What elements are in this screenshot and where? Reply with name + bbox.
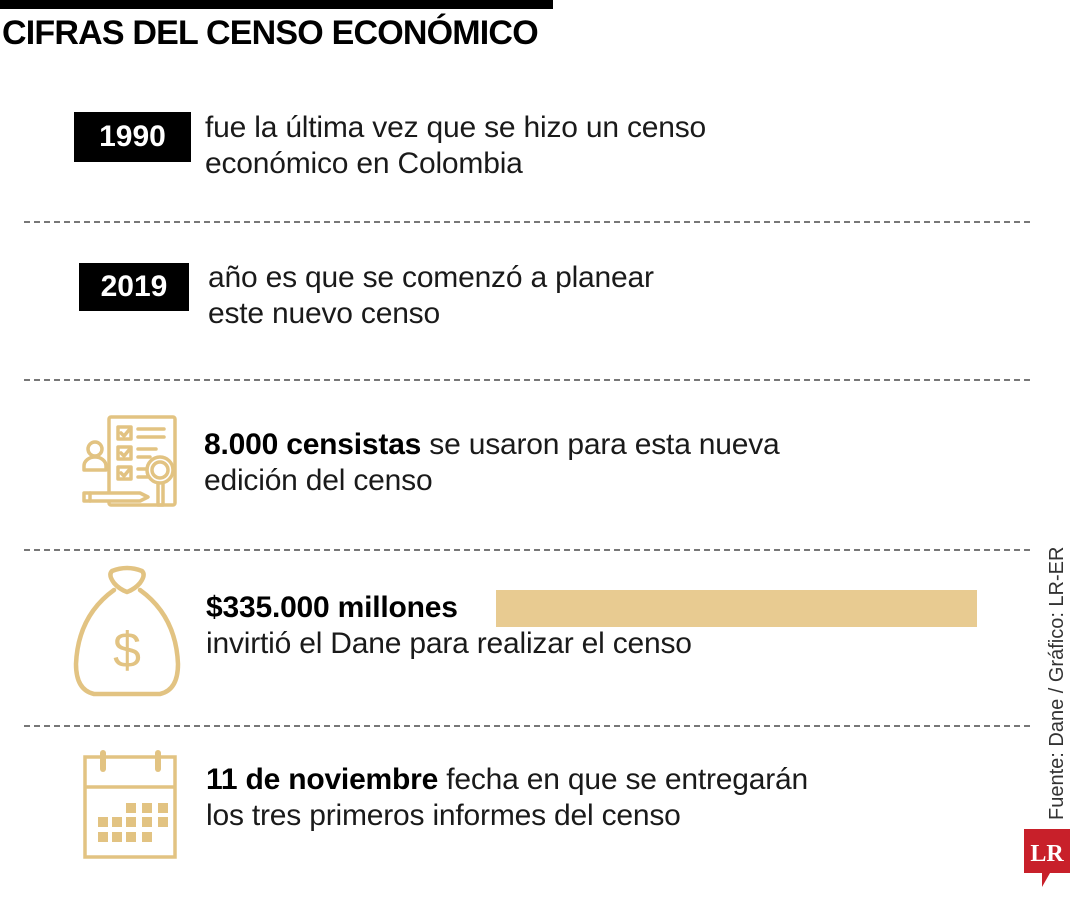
fact-5-line1-rest: fecha en que se entregarán	[438, 763, 808, 796]
fact-5-highlight: 11 de noviembre	[206, 763, 439, 796]
source-credit: Fuente: Dane / Gráfico: LR-ER	[1046, 546, 1068, 820]
page-title: CIFRAS DEL CENSO ECONÓMICO	[2, 14, 539, 52]
calendar-icon	[83, 750, 177, 859]
divider	[24, 549, 1030, 551]
header-bar	[0, 0, 553, 9]
divider	[24, 221, 1030, 223]
highlight-bar	[496, 590, 977, 627]
fact-1-text: fue la última vez que se hizo un censo e…	[205, 110, 706, 182]
divider	[24, 379, 1030, 381]
fact-4-line2: invirtió el Dane para realizar el censo	[206, 627, 692, 660]
fact-5-line1: 11 de noviembre fecha en que se entregar…	[206, 762, 808, 798]
fact-1-line1: fue la última vez que se hizo un censo	[205, 111, 707, 144]
fact-3-line1-rest: se usaron para esta nueva	[421, 428, 780, 461]
fact-1-line2: económico en Colombia	[205, 147, 523, 180]
fact-5-line2: los tres primeros informes del censo	[206, 799, 681, 832]
checklist-magnifier-icon	[82, 415, 177, 507]
svg-text:LR: LR	[1030, 841, 1064, 867]
divider	[24, 725, 1030, 727]
fact-4-highlight: $335.000 millones	[206, 591, 458, 624]
fact-3-text: 8.000 censistas se usaron para esta nuev…	[204, 427, 780, 499]
fact-2-text: año es que se comenzó a planear este nue…	[208, 260, 654, 332]
year-label-2019: 2019	[79, 263, 189, 311]
fact-4-text: $335.000 millones invirtió el Dane para …	[206, 590, 692, 662]
fact-3-line2: edición del censo	[204, 464, 433, 497]
fact-4-line1: $335.000 millones	[206, 590, 692, 626]
fact-2-line1: año es que se comenzó a planear	[208, 261, 654, 294]
year-label-1990: 1990	[74, 112, 191, 162]
fact-3-line1: 8.000 censistas se usaron para esta nuev…	[204, 427, 780, 463]
fact-2-line2: este nuevo censo	[208, 297, 440, 330]
lr-logo: LR	[1024, 829, 1070, 887]
fact-3-highlight: 8.000 censistas	[204, 428, 422, 461]
svg-text:$: $	[113, 622, 141, 678]
money-bag-icon: $	[73, 565, 181, 697]
fact-5-text: 11 de noviembre fecha en que se entregar…	[206, 762, 808, 834]
